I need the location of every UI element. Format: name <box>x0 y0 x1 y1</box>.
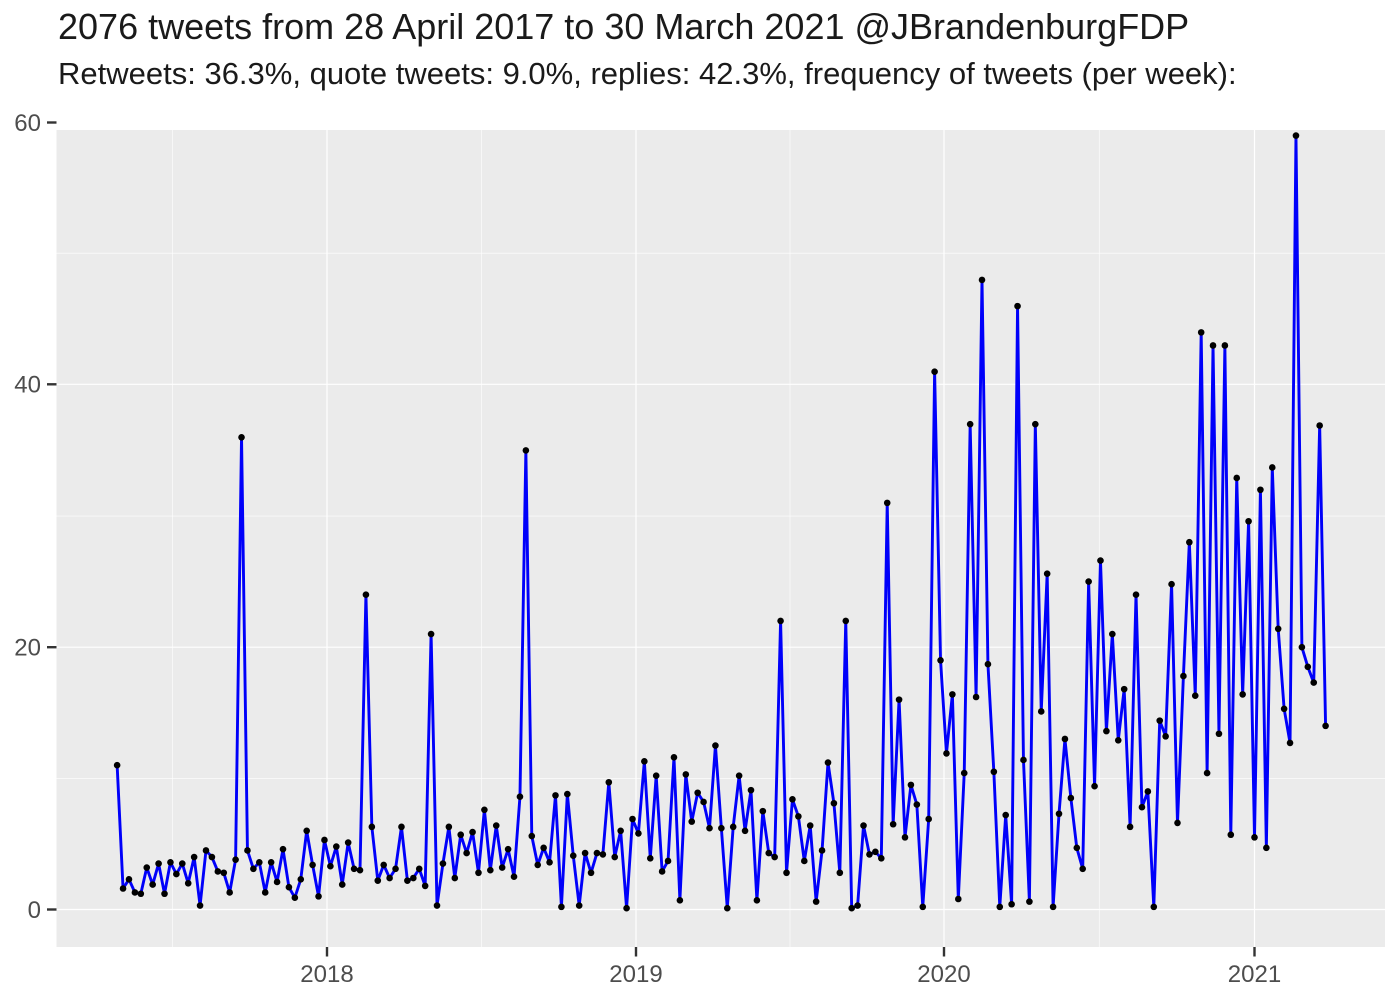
svg-text:2021: 2021 <box>1228 961 1281 988</box>
svg-text:40: 40 <box>14 372 41 399</box>
svg-text:0: 0 <box>28 897 41 924</box>
svg-text:2018: 2018 <box>300 961 353 988</box>
svg-text:60: 60 <box>14 110 41 137</box>
svg-text:2019: 2019 <box>609 961 662 988</box>
svg-text:20: 20 <box>14 635 41 662</box>
svg-text:2020: 2020 <box>917 961 970 988</box>
